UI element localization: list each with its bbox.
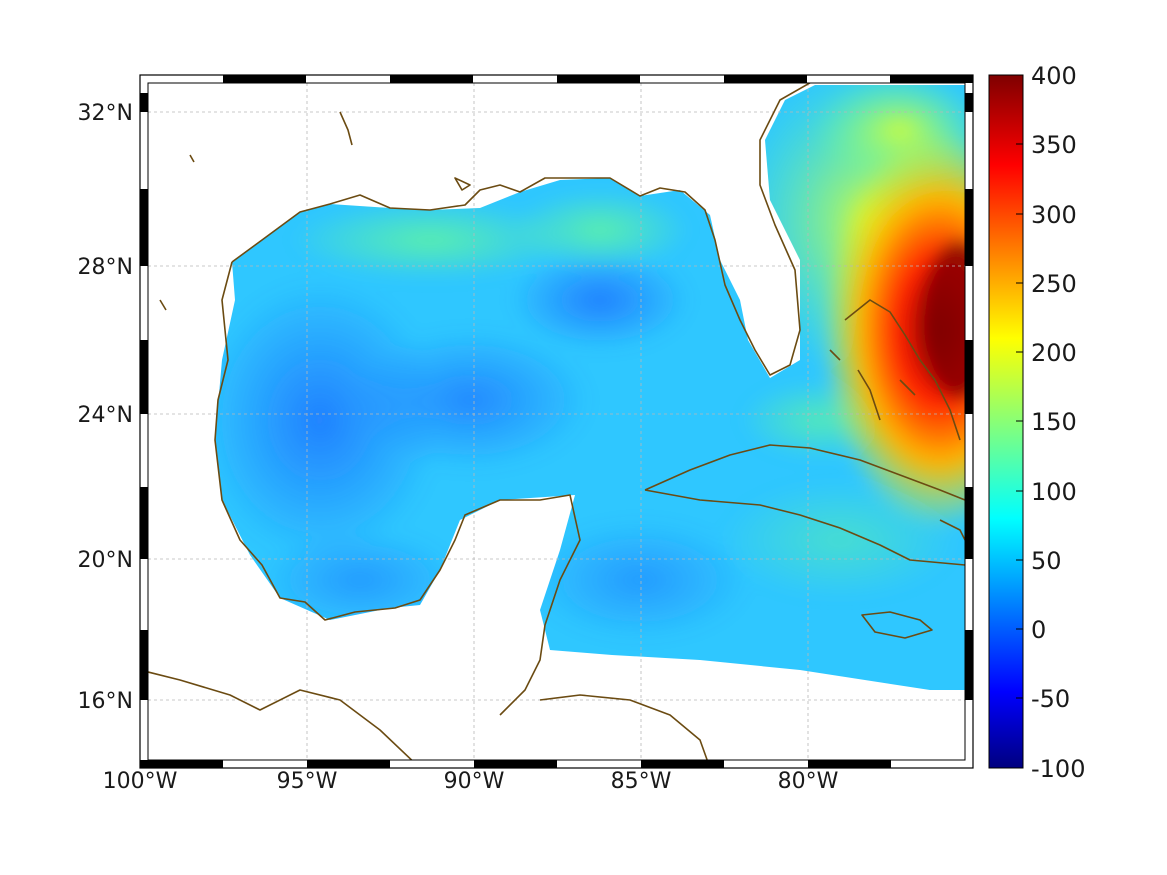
jamaica-coast [861,611,933,639]
colorbar-tick-label: -100 [1031,755,1085,783]
lon-tick-label: 85°W [611,769,672,794]
colorbar-tick-label: 300 [1031,201,1077,229]
mexico-coast [214,261,581,716]
lat-tick-label: 32°N [78,101,133,126]
longitude-tick-labels: 100°W 95°W 90°W 85°W 80°W [103,769,839,794]
colorbar-ticks [1016,143,1023,699]
colorbar-tick-label: 350 [1031,131,1077,159]
lon-tick-label: 90°W [444,769,505,794]
colorbar: 400 350 300 250 200 150 100 50 0 -50 -10… [988,62,1085,783]
colorbar-tick-label: 50 [1031,547,1062,575]
colorbar-tick-label: 250 [1031,270,1077,298]
lat-tick-label: 24°N [78,403,133,428]
coastlines [148,83,965,760]
latitude-tick-labels: 16°N 20°N 24°N 28°N 32°N [78,101,133,714]
lon-tick-label: 95°W [277,769,338,794]
lat-tick-label: 20°N [78,548,133,573]
cuba-coast [644,444,965,566]
colorbar-tick-label: 400 [1031,62,1077,90]
colorbar-tick-label: 200 [1031,339,1077,367]
bahamas-coast [829,299,961,441]
colorbar-tick-label: -50 [1031,685,1070,713]
central-america-coast [148,671,413,760]
colorbar-tick-label: 100 [1031,478,1077,506]
grid-lines [148,83,965,760]
honduras-coast [539,694,708,760]
lon-tick-label: 80°W [778,769,839,794]
map-frame [139,74,974,769]
lat-tick-label: 16°N [78,689,133,714]
colorbar-tick-label: 0 [1031,616,1046,644]
lon-tick-label: 100°W [103,769,178,794]
hispaniola-coast [939,519,965,541]
us-gulf-coast [231,83,812,376]
colorbar-tick-label: 150 [1031,408,1077,436]
lat-tick-label: 28°N [78,255,133,280]
small-islands [159,111,471,311]
